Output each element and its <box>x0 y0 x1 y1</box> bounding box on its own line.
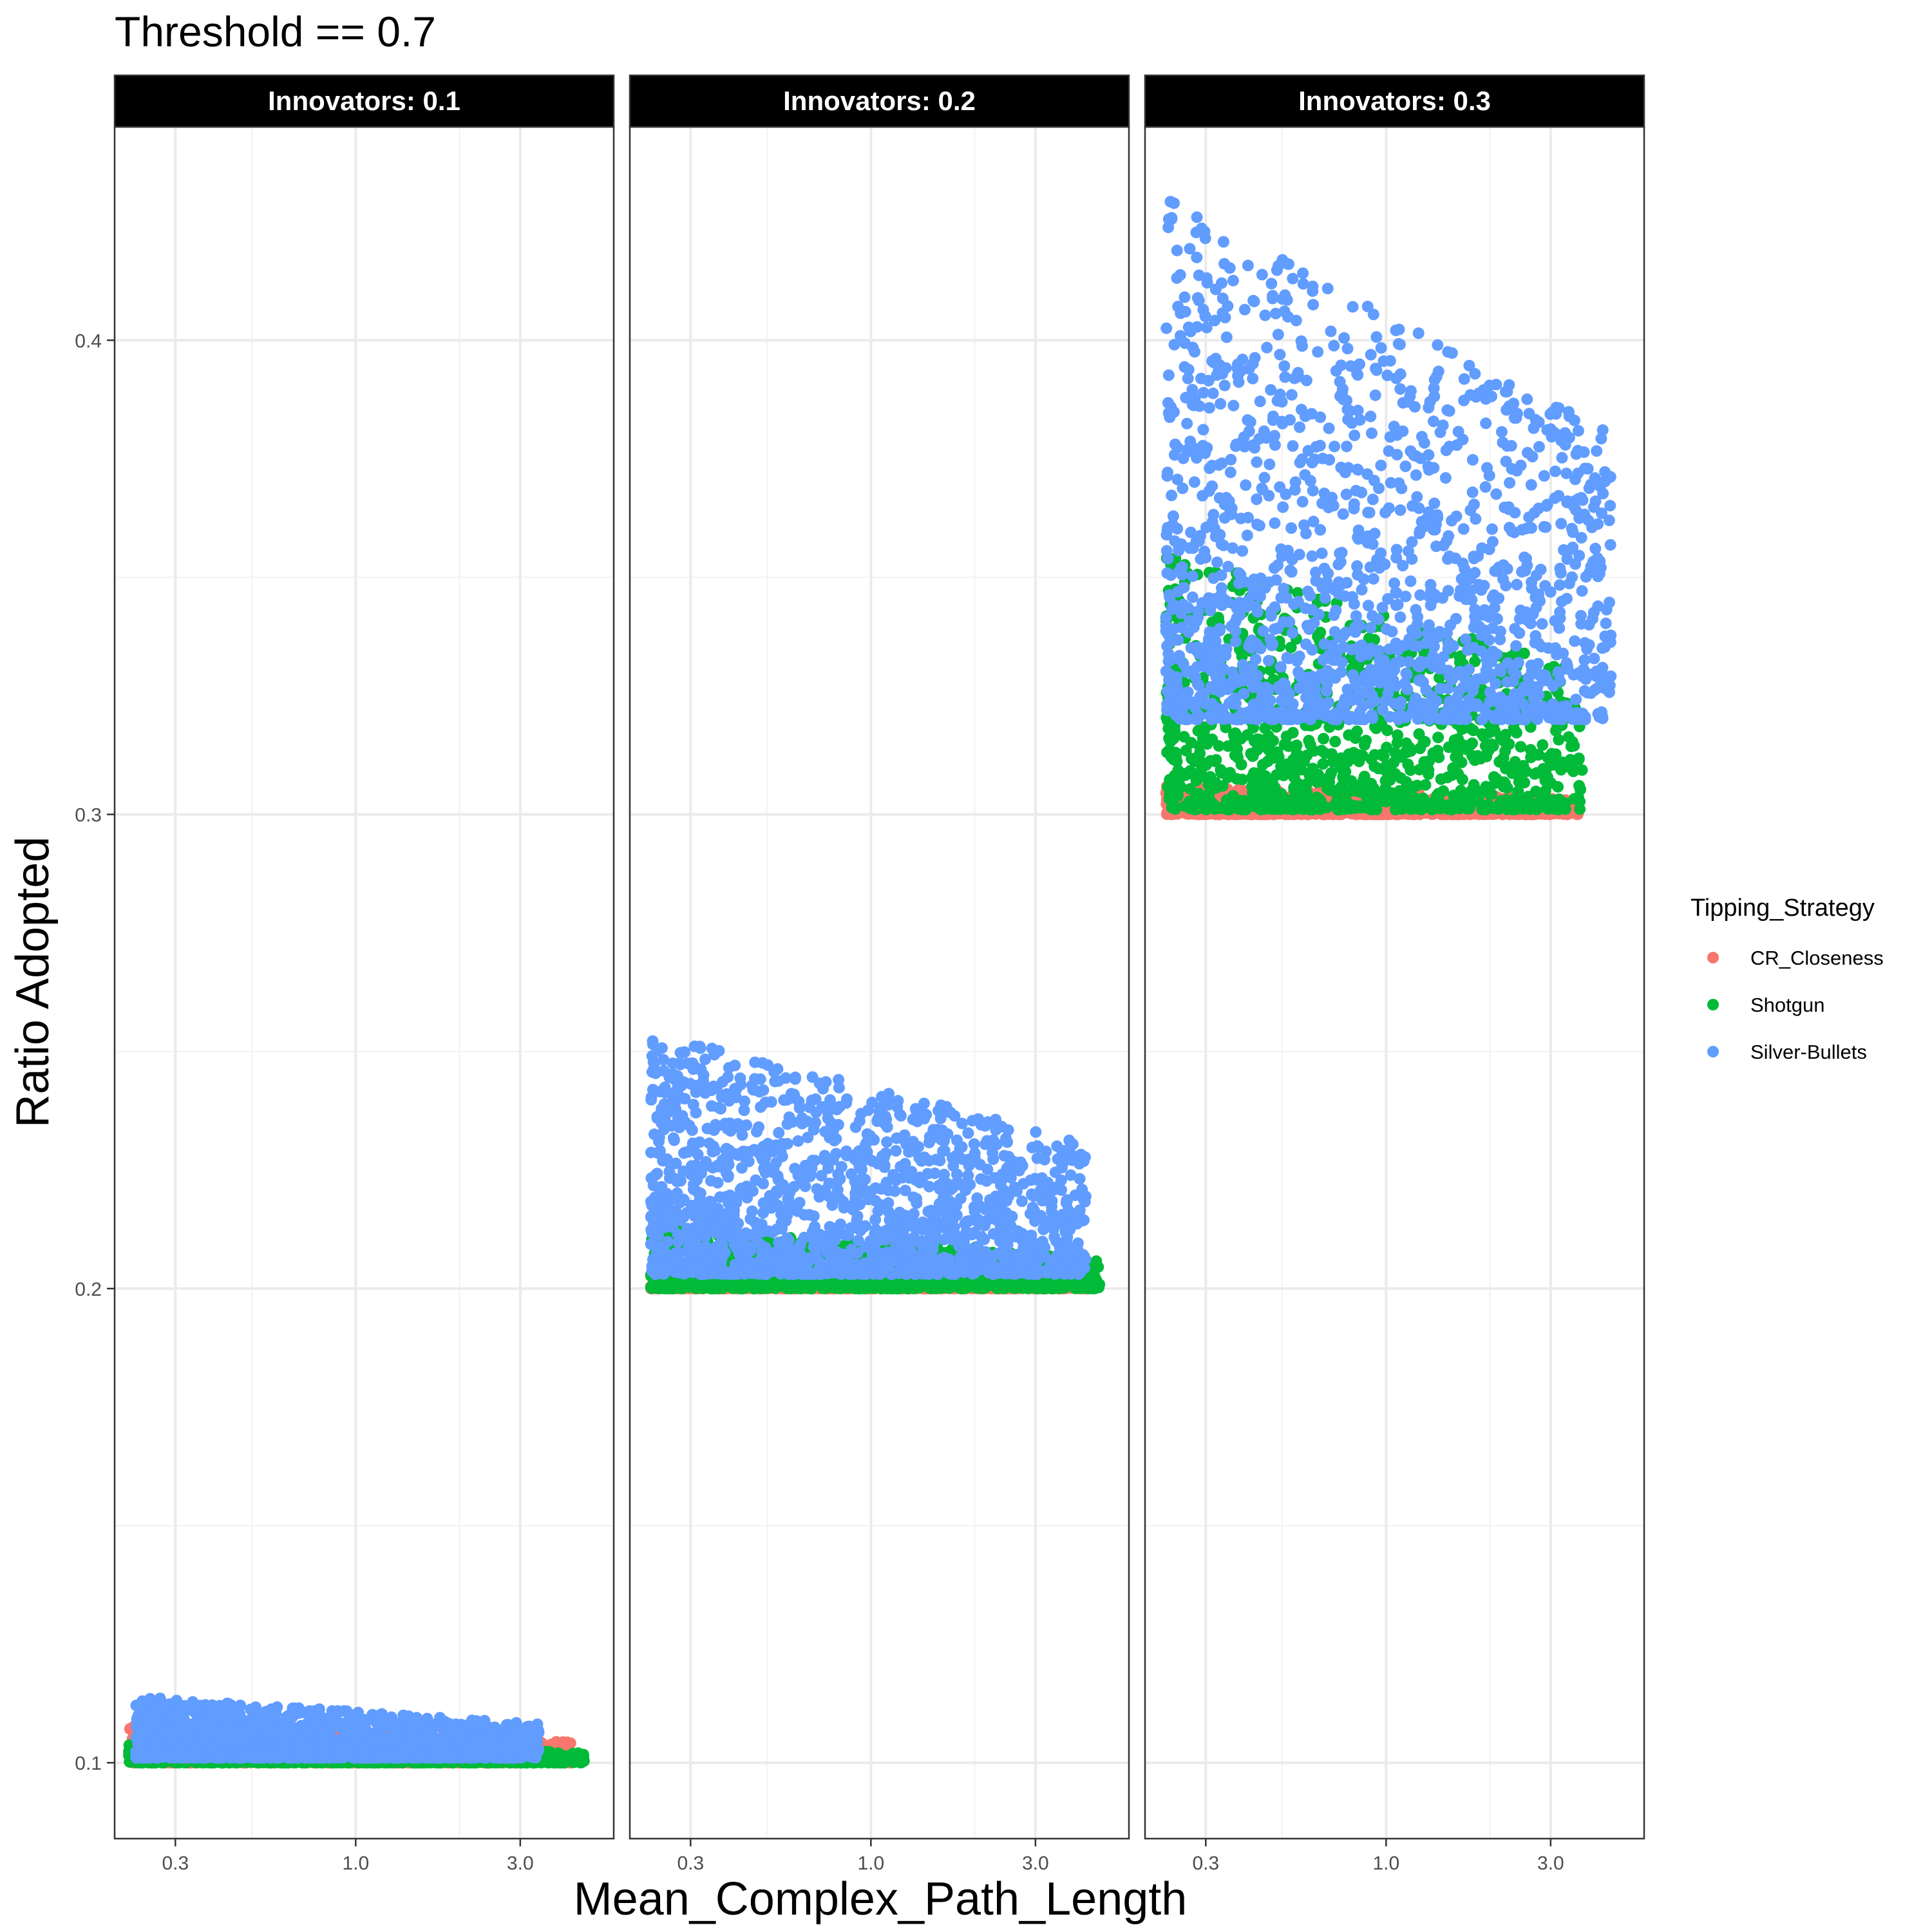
point-silver-bullets <box>299 1725 312 1737</box>
point-silver-bullets <box>473 1716 486 1728</box>
point-silver-bullets <box>421 1712 433 1725</box>
point-silver-bullets <box>134 1712 146 1725</box>
point-silver-bullets <box>130 1700 142 1712</box>
point-silver-bullets <box>145 1740 157 1752</box>
point-silver-bullets <box>254 1736 266 1748</box>
point-silver-bullets <box>435 1713 447 1725</box>
point-silver-bullets <box>237 1752 249 1764</box>
point-silver-bullets <box>362 1747 374 1759</box>
point-silver-bullets <box>149 1707 161 1719</box>
point-silver-bullets <box>425 1746 437 1758</box>
point-silver-bullets <box>470 1744 482 1756</box>
point-silver-bullets <box>252 1707 264 1719</box>
point-silver-bullets <box>175 1746 187 1758</box>
point-silver-bullets <box>349 1721 361 1733</box>
point-silver-bullets <box>445 1751 457 1763</box>
point-silver-bullets <box>459 1719 471 1732</box>
x-tick-label: 0.3 <box>162 1853 189 1874</box>
point-silver-bullets <box>301 1752 313 1763</box>
panel-background <box>115 127 614 1839</box>
point-shotgun <box>566 1752 578 1763</box>
point-silver-bullets <box>383 1751 395 1763</box>
x-tick-label: 1.0 <box>342 1853 369 1874</box>
point-silver-bullets <box>323 1741 335 1754</box>
point-silver-bullets <box>221 1698 233 1709</box>
point-silver-bullets <box>173 1704 185 1716</box>
point-silver-bullets <box>234 1700 247 1712</box>
point-silver-bullets <box>183 1737 195 1749</box>
point-silver-bullets <box>489 1737 501 1749</box>
point-silver-bullets <box>233 1709 245 1721</box>
facet-panel: Innovators: 0.1 0.3 1.0 3.0 <box>113 74 615 1874</box>
point-silver-bullets <box>162 1744 174 1756</box>
point-silver-bullets <box>281 1716 292 1728</box>
data-points <box>123 1692 590 1769</box>
point-silver-bullets <box>350 1731 363 1743</box>
point-silver-bullets <box>313 1709 325 1720</box>
point-silver-bullets <box>498 1741 511 1753</box>
point-silver-bullets <box>359 1722 372 1734</box>
point-silver-bullets <box>334 1744 346 1756</box>
point-silver-bullets <box>206 1745 218 1757</box>
point-silver-bullets <box>370 1734 382 1746</box>
point-silver-bullets <box>516 1741 528 1753</box>
point-silver-bullets <box>511 1723 523 1736</box>
point-silver-bullets <box>532 1724 544 1736</box>
point-silver-bullets <box>332 1718 344 1730</box>
point-silver-bullets <box>532 1745 544 1757</box>
point-silver-bullets <box>320 1721 332 1733</box>
panel-background <box>630 127 1129 1839</box>
point-silver-bullets <box>199 1722 211 1734</box>
point-silver-bullets <box>413 1732 425 1745</box>
point-silver-bullets <box>256 1751 268 1763</box>
point-silver-bullets <box>274 1733 287 1745</box>
point-silver-bullets <box>466 1728 478 1741</box>
point-silver-bullets <box>173 1721 185 1733</box>
point-silver-bullets <box>377 1714 389 1726</box>
point-silver-bullets <box>453 1736 466 1748</box>
point-silver-bullets <box>294 1707 306 1719</box>
point-silver-bullets <box>391 1738 402 1750</box>
x-tick-label: 3.0 <box>507 1853 534 1874</box>
point-silver-bullets <box>301 1740 313 1752</box>
point-shotgun <box>553 1756 565 1768</box>
point-silver-bullets <box>338 1705 350 1717</box>
point-silver-bullets <box>317 1752 329 1764</box>
point-silver-bullets <box>193 1748 205 1761</box>
point-silver-bullets <box>154 1692 166 1705</box>
point-silver-bullets <box>277 1746 289 1758</box>
facet-strip-label: Innovators: 0.1 <box>268 86 460 116</box>
point-silver-bullets <box>415 1750 427 1763</box>
point-silver-bullets <box>225 1745 237 1757</box>
point-shotgun <box>577 1752 589 1765</box>
point-silver-bullets <box>270 1707 282 1719</box>
facet-panel: Innovators: 0.20.3 1.0 3.0 <box>629 74 1130 1874</box>
point-silver-bullets <box>216 1722 228 1734</box>
point-silver-bullets <box>131 1745 143 1757</box>
point-silver-bullets <box>401 1746 413 1758</box>
chart-title: Threshold == 0.7 <box>115 8 436 55</box>
point-silver-bullets <box>484 1721 496 1734</box>
point-silver-bullets <box>186 1705 198 1717</box>
facet-panels: Innovators: 0.1 0.3 1.0 3.0 Innovators: 0.20… <box>75 74 1645 1874</box>
